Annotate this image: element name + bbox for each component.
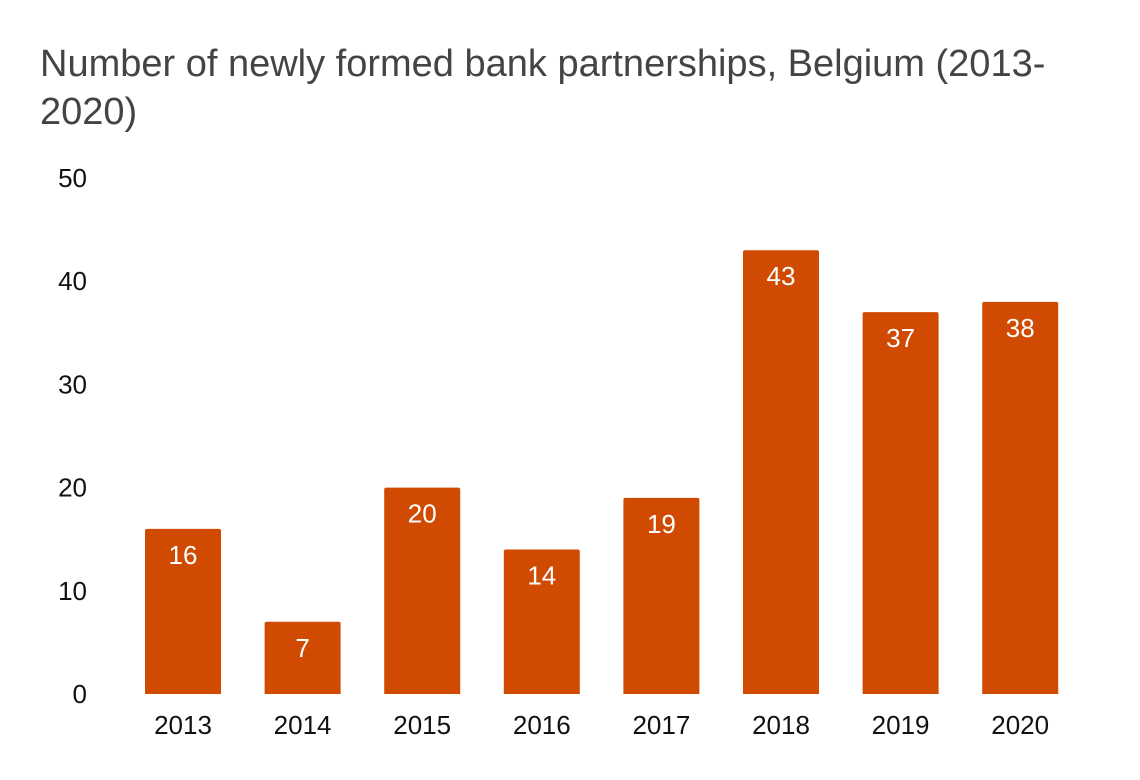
bar-2014 bbox=[264, 621, 341, 694]
chart-title: Number of newly formed bank partnerships… bbox=[40, 43, 1046, 133]
bar-2013 bbox=[145, 528, 221, 694]
x-tick-label: 2016 bbox=[513, 710, 571, 740]
data-label: 37 bbox=[886, 323, 915, 353]
bar-2017 bbox=[623, 497, 700, 694]
data-label: 38 bbox=[1006, 313, 1035, 343]
y-tick-label: 10 bbox=[58, 576, 87, 606]
y-axis-ticks: 0 10 20 30 40 50 bbox=[58, 163, 87, 709]
x-tick-label: 2020 bbox=[991, 710, 1049, 740]
x-tick-label: 2017 bbox=[632, 710, 690, 740]
data-label: 14 bbox=[527, 561, 556, 591]
data-label: 19 bbox=[647, 509, 676, 539]
x-tick-label: 2014 bbox=[274, 710, 332, 740]
x-tick-label: 2018 bbox=[752, 710, 810, 740]
y-tick-label: 30 bbox=[58, 369, 87, 399]
data-label: 20 bbox=[408, 499, 437, 529]
x-tick-label: 2015 bbox=[393, 710, 451, 740]
y-tick-label: 50 bbox=[58, 163, 87, 193]
data-label: 7 bbox=[295, 633, 309, 663]
bar-2015 bbox=[384, 487, 461, 694]
y-tick-label: 40 bbox=[58, 266, 87, 296]
x-tick-label: 2019 bbox=[872, 710, 930, 740]
y-tick-label: 0 bbox=[73, 679, 87, 709]
bar-2019 bbox=[862, 312, 939, 694]
data-label: 16 bbox=[169, 540, 198, 570]
y-tick-label: 20 bbox=[58, 473, 87, 503]
bar-2020 bbox=[982, 301, 1059, 694]
bar-2018 bbox=[743, 250, 819, 695]
data-labels-group: 16 7 20 14 19 43 37 38 bbox=[169, 261, 1035, 663]
bar-2016 bbox=[503, 549, 580, 694]
data-label: 43 bbox=[767, 261, 796, 291]
bars-group bbox=[145, 250, 1059, 695]
x-axis-ticks: 2013 2014 2015 2016 2017 2018 2019 2020 bbox=[154, 710, 1049, 740]
x-tick-label: 2013 bbox=[154, 710, 212, 740]
